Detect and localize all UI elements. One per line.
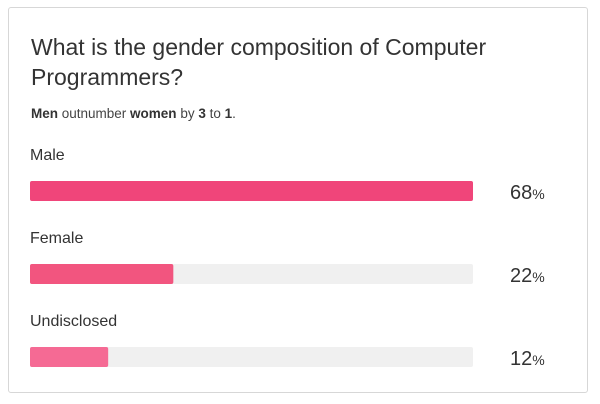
bar-male [30,181,473,201]
bar-female [30,264,174,284]
category-label-female: Female [30,230,83,247]
subtitle-text-1: outnumber [58,106,131,121]
value-label-undisclosed: 12% [510,348,545,370]
subtitle-ratio-1: 1 [224,106,233,121]
bar-track-undisclosed [30,347,473,367]
category-label-undisclosed: Undisclosed [30,313,117,330]
chart-subtitle: Men outnumber women by 3 to 1. [31,106,236,121]
subtitle-period: . [232,106,236,121]
subtitle-ratio-3: 3 [198,106,206,121]
category-label-male: Male [30,147,65,164]
subtitle-men: Men [31,106,58,121]
subtitle-text-3: to [205,106,225,121]
value-label-male: 68% [510,182,545,204]
subtitle-women: women [130,106,177,121]
bar-undisclosed [30,347,109,367]
chart-title: What is the gender composition of Comput… [31,34,487,90]
value-label-female: 22% [510,265,545,287]
subtitle-text-2: by [176,106,199,121]
